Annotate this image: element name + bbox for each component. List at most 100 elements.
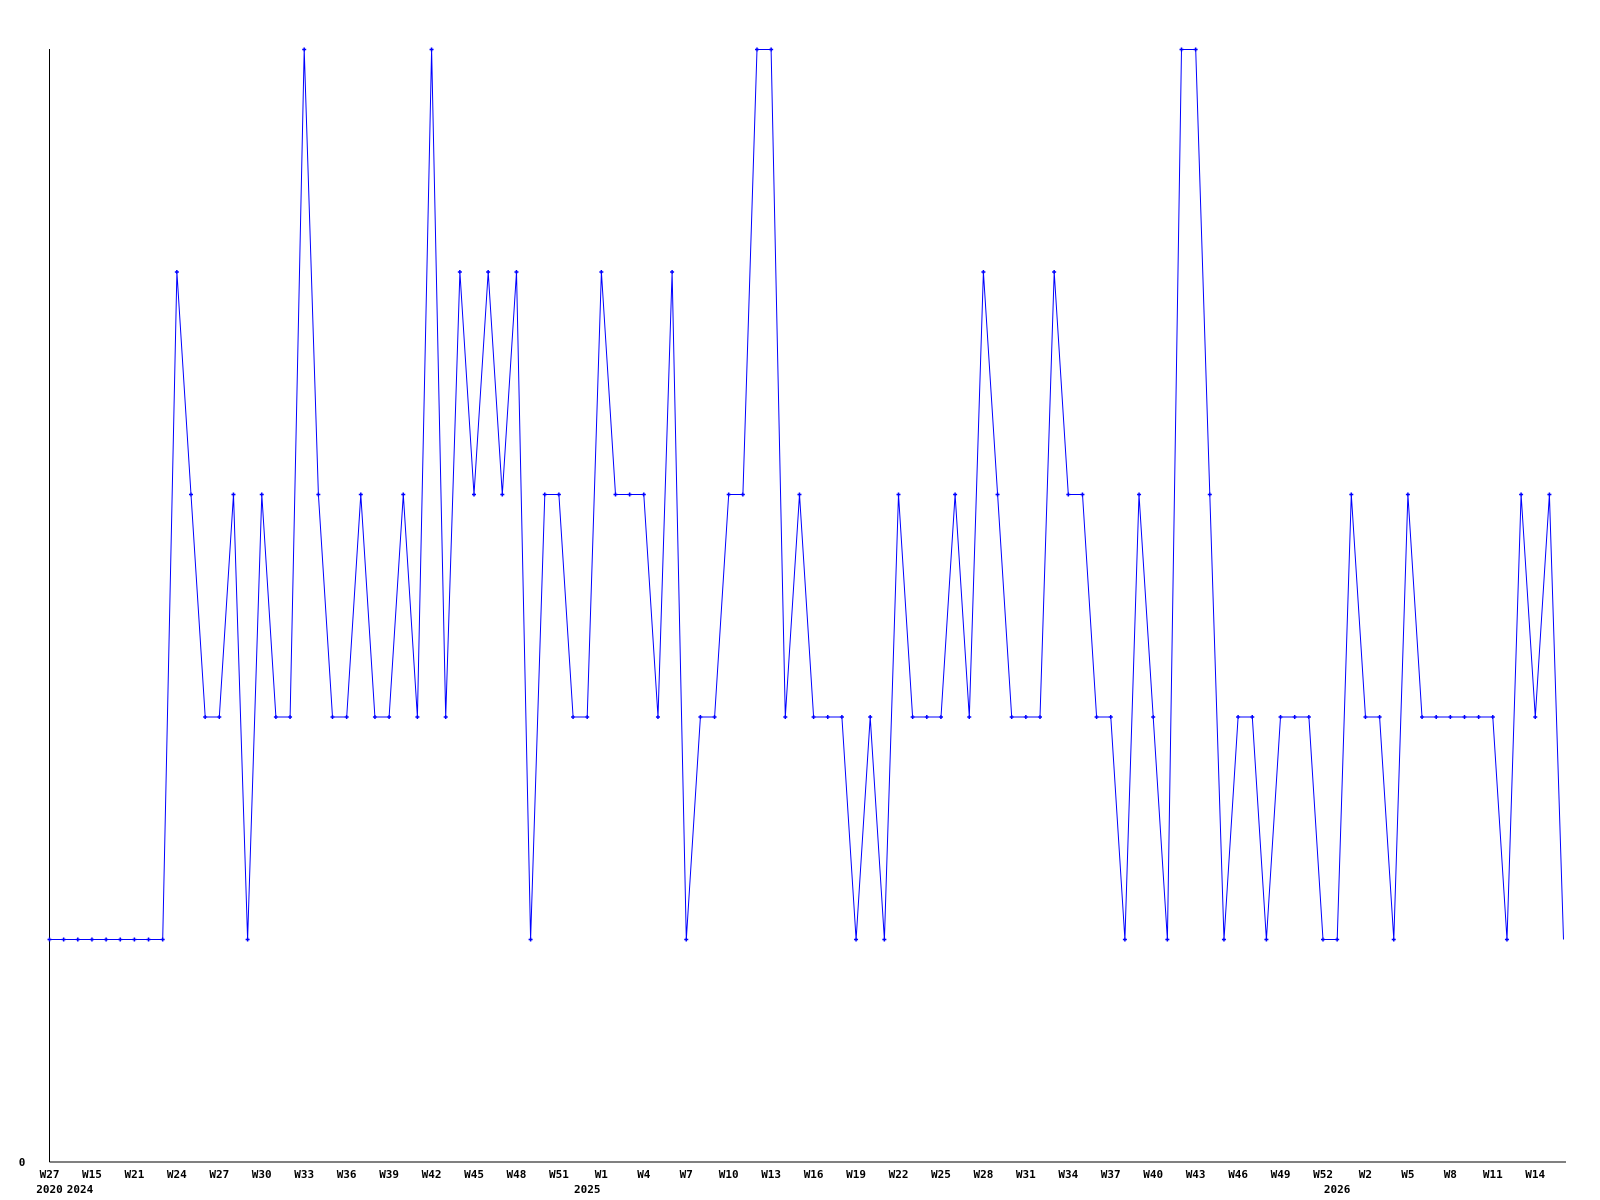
data-point <box>712 715 717 719</box>
data-point <box>825 715 830 719</box>
x-tick-label: W34 <box>1058 1168 1078 1181</box>
data-point <box>302 47 307 52</box>
data-point <box>938 715 943 719</box>
data-point <box>1490 715 1495 719</box>
data-point <box>61 937 66 942</box>
data-point <box>1349 492 1354 497</box>
data-point <box>1462 715 1467 719</box>
data-point <box>882 937 887 942</box>
data-point <box>811 715 816 719</box>
x-year-label: 2020 <box>36 1183 63 1196</box>
x-tick-label: W11 <box>1483 1168 1503 1181</box>
data-point <box>387 715 392 719</box>
data-point <box>1306 715 1311 719</box>
data-point <box>924 715 929 719</box>
data-point <box>330 715 335 719</box>
x-tick-label: W28 <box>974 1168 994 1181</box>
data-point <box>273 715 278 719</box>
x-tick-label: W19 <box>846 1168 866 1181</box>
series-line <box>49 49 1564 940</box>
data-point <box>599 270 604 274</box>
data-point <box>75 937 80 942</box>
data-point <box>1122 937 1127 942</box>
x-tick-label: W30 <box>252 1168 272 1181</box>
data-point <box>839 715 844 719</box>
x-tick-label: W25 <box>931 1168 951 1181</box>
data-point <box>1405 492 1410 497</box>
data-point <box>571 715 576 719</box>
data-point <box>585 715 590 719</box>
data-point <box>288 715 293 719</box>
data-point <box>104 937 109 942</box>
x-tick-label: W27 <box>40 1168 60 1181</box>
x-tick-label: W13 <box>761 1168 781 1181</box>
data-point <box>217 715 222 719</box>
data-point <box>896 492 901 497</box>
x-tick-label: W14 <box>1525 1168 1545 1181</box>
y-tick-label: 0 <box>19 1156 26 1169</box>
x-tick-label: W15 <box>82 1168 102 1181</box>
data-point <box>189 492 193 497</box>
data-point <box>995 492 1000 497</box>
x-tick-label: W51 <box>549 1168 569 1181</box>
data-point <box>1504 937 1509 942</box>
data-point <box>627 492 632 497</box>
x-tick-label: W46 <box>1228 1168 1248 1181</box>
data-point <box>118 937 123 942</box>
x-tick-label: W21 <box>125 1168 145 1181</box>
data-point <box>1052 270 1057 274</box>
data-point <box>1221 937 1226 942</box>
data-point <box>174 270 179 274</box>
x-year-label: 2026 <box>1324 1183 1351 1196</box>
data-point <box>542 492 547 497</box>
data-point <box>1023 715 1028 719</box>
data-point <box>1448 715 1453 719</box>
data-point <box>1207 492 1212 497</box>
data-point <box>457 270 462 274</box>
data-point <box>740 492 745 497</box>
data-point <box>160 937 165 942</box>
data-point <box>1066 492 1071 497</box>
data-point <box>401 492 406 497</box>
data-point <box>769 47 774 52</box>
data-point <box>1420 715 1425 719</box>
data-point <box>1363 715 1368 719</box>
data-point <box>1151 715 1156 719</box>
data-point <box>1335 937 1340 942</box>
x-tick-label: W7 <box>680 1168 693 1181</box>
data-point <box>514 270 519 274</box>
data-point <box>245 937 250 942</box>
data-point <box>500 492 505 497</box>
data-point <box>472 492 476 497</box>
data-point <box>981 270 986 274</box>
data-point <box>1137 492 1142 497</box>
data-point <box>1476 715 1481 719</box>
x-tick-label: W31 <box>1016 1168 1036 1181</box>
x-tick-label: W5 <box>1401 1168 1414 1181</box>
data-point <box>1080 492 1085 497</box>
x-tick-label: W36 <box>337 1168 357 1181</box>
x-tick-label: W16 <box>804 1168 824 1181</box>
data-point <box>1108 715 1113 719</box>
data-point <box>1264 937 1269 942</box>
data-point <box>854 937 859 942</box>
data-point <box>556 492 561 497</box>
data-point <box>670 270 675 274</box>
x-tick-label: W4 <box>637 1168 651 1181</box>
data-point <box>1434 715 1439 719</box>
data-point <box>429 47 434 52</box>
data-point <box>89 937 94 942</box>
data-point <box>641 492 646 497</box>
data-point <box>1165 937 1170 942</box>
x-tick-label: W49 <box>1271 1168 1291 1181</box>
x-tick-label: W39 <box>379 1168 399 1181</box>
data-point <box>783 715 788 719</box>
data-point <box>486 270 491 274</box>
x-tick-label: W48 <box>507 1168 527 1181</box>
data-point <box>698 715 703 719</box>
data-point <box>910 715 915 719</box>
data-point <box>1377 715 1382 719</box>
data-point <box>146 937 151 942</box>
data-point <box>1236 715 1241 719</box>
x-year-label: 2024 <box>67 1183 94 1196</box>
